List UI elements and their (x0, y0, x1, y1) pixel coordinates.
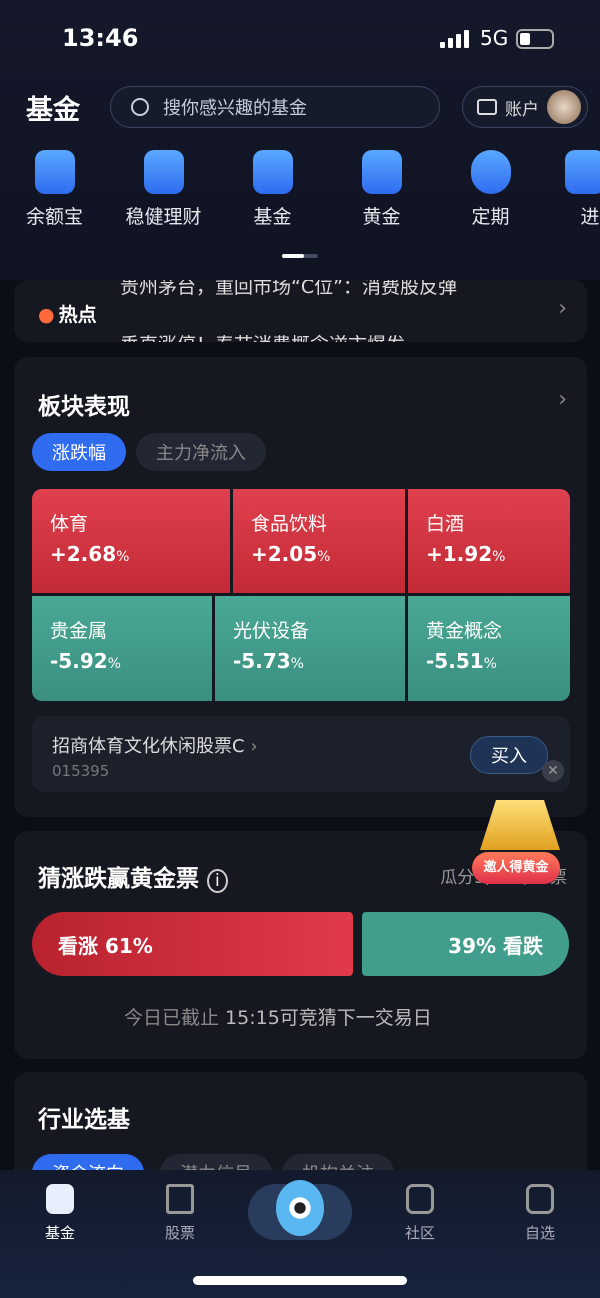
quick-link-label: 余额宝 (25, 206, 83, 228)
hot-label: ● 热点 (38, 300, 97, 327)
page-title: 基金 (26, 95, 80, 126)
section-title: 行业选基 (38, 1107, 130, 1133)
sector-cell[interactable]: 黄金概念 -5.51% (408, 596, 570, 701)
sector-change: -5.51 (426, 649, 484, 673)
nav-stock[interactable]: 股票 (140, 1184, 220, 1243)
assistant-button[interactable] (248, 1180, 352, 1240)
sector-card: 板块表现 › 涨跌幅 主力净流入 体育 +2.68% 食品饮料 +2.05% 白酒 +… (14, 357, 587, 817)
chevron-right-icon[interactable]: › (558, 387, 567, 412)
signal-icon (440, 28, 469, 48)
sector-name: 食品饮料 (251, 513, 328, 535)
hot-line: 贵州茅台，重回市场“C位”：消费股反弹 (120, 280, 457, 298)
chart-icon (252, 150, 293, 194)
pct: % (483, 656, 497, 672)
lock-bag-icon (143, 150, 184, 194)
pct: % (317, 549, 331, 565)
fund-name: 招商体育文化休闲股票C (52, 736, 245, 757)
invite-badge[interactable]: 邀人得黄金 (472, 852, 560, 884)
quick-link-yuebao[interactable]: 余额宝 (0, 150, 109, 229)
quick-link-fixed[interactable]: 定期 (436, 150, 545, 229)
vote-up-button[interactable]: 看涨 61% (32, 912, 353, 976)
header-bg (0, 0, 600, 280)
fund-code: 015395 (52, 762, 110, 780)
bookmark-icon (526, 1184, 554, 1214)
quick-link-gold[interactable]: 黄金 (327, 150, 436, 229)
search-icon (131, 98, 149, 116)
section-title: 板块表现 (38, 394, 130, 420)
quick-link-advanced[interactable]: 进阶 (545, 150, 600, 229)
money-bag-icon (470, 150, 511, 194)
search-input[interactable]: 搜你感兴趣的基金 (110, 86, 440, 128)
account-label: 账户 (505, 99, 539, 120)
nav-community[interactable]: 社区 (380, 1184, 460, 1243)
hot-line: 垂直涨停！春节消费概念逆市爆发 (120, 330, 405, 342)
sector-name: 贵金属 (50, 620, 108, 642)
nav-label: 基金 (44, 1224, 75, 1242)
nav-label: 自选 (524, 1224, 555, 1242)
quick-link-fund[interactable]: 基金 (218, 150, 327, 229)
nav-label: 社区 (404, 1224, 435, 1242)
buy-button[interactable]: 买入 (470, 736, 548, 774)
pct: % (492, 549, 506, 565)
sector-cell[interactable]: 白酒 +1.92% (408, 489, 570, 593)
hot-label-text: 热点 (58, 304, 97, 326)
quick-link-label: 定期 (471, 206, 510, 228)
sector-change: -5.92 (50, 649, 108, 673)
sector-heatmap: 体育 +2.68% 食品饮料 +2.05% 白酒 +1.92% 贵金属 -5.92% 光… (32, 489, 570, 701)
mascot-icon (276, 1180, 324, 1236)
tab-change[interactable]: 涨跌幅 (32, 433, 126, 471)
sector-cell[interactable]: 食品饮料 +2.05% (233, 489, 405, 593)
status-time: 13:46 (62, 24, 139, 52)
note: 今日已截止 (124, 1007, 226, 1029)
sector-cell[interactable]: 体育 +2.68% (32, 489, 230, 593)
quick-links: 余额宝 稳健理财 基金 黄金 定期 进阶 (0, 150, 600, 229)
sector-cell[interactable]: 光伏设备 -5.73% (215, 596, 405, 701)
info-icon[interactable]: i (207, 869, 228, 893)
fund-chart-icon (46, 1184, 74, 1214)
quick-link-label: 稳健理财 (125, 206, 202, 228)
account-button[interactable]: 账户 (462, 86, 588, 128)
sector-change: +2.05 (251, 542, 318, 566)
pct: % (290, 656, 304, 672)
quick-link-label: 黄金 (362, 206, 401, 228)
sector-change: +1.92 (426, 542, 493, 566)
sector-change: +2.68 (50, 542, 117, 566)
sector-name: 体育 (50, 513, 89, 535)
battery-icon (516, 29, 554, 49)
vote-down-button[interactable]: 39% 看跌 (362, 912, 569, 976)
quick-link-label: 进阶 (580, 206, 600, 228)
chat-icon (406, 1184, 434, 1214)
chevron-right-icon: › (558, 296, 567, 321)
quick-link-label: 基金 (253, 206, 292, 228)
pct: % (116, 549, 130, 565)
stock-icon (166, 1184, 194, 1214)
nav-watchlist[interactable]: 自选 (500, 1184, 580, 1243)
tab-net-inflow[interactable]: 主力净流入 (136, 433, 266, 471)
nav-fund[interactable]: 基金 (20, 1184, 100, 1243)
wallet-icon (477, 99, 497, 115)
home-indicator (193, 1276, 407, 1285)
page-indicator (282, 254, 318, 258)
pct: % (107, 656, 121, 672)
hot-ticker[interactable]: 贵州茅台，重回市场“C位”：消费股反弹 ●热点 垂直涨停！春节消费概念逆市爆发 … (14, 280, 587, 342)
sector-change: -5.73 (233, 649, 291, 673)
note-time: 15:15可竞猜下一交易日 (225, 1007, 432, 1029)
bars-icon (565, 150, 600, 194)
flame-icon: ● (38, 304, 55, 326)
quick-link-wenjian[interactable]: 稳健理财 (109, 150, 218, 229)
section-title: 猜涨跌赢黄金票 (38, 866, 199, 892)
fund-recommendation[interactable]: 招商体育文化休闲股票C › 015395 买入 ✕ (32, 716, 570, 792)
close-icon[interactable]: ✕ (542, 760, 564, 782)
gold-bag-icon (361, 150, 402, 194)
avatar (547, 90, 581, 124)
yuebao-icon (34, 150, 75, 194)
sector-name: 白酒 (426, 513, 465, 535)
nav-label: 股票 (164, 1224, 195, 1242)
chevron-right-icon: › (250, 736, 258, 757)
search-placeholder: 搜你感兴趣的基金 (163, 98, 307, 119)
sector-cell[interactable]: 贵金属 -5.92% (32, 596, 212, 701)
sector-name: 光伏设备 (233, 620, 310, 642)
network-label: 5G (480, 26, 509, 50)
sector-name: 黄金概念 (426, 620, 503, 642)
